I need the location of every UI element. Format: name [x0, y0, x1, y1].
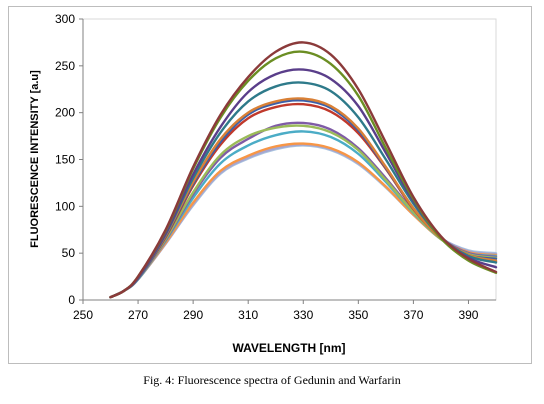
x-tick-label: 290 [183, 308, 203, 322]
series-line-1 [109, 41, 498, 299]
figure-caption: Fig. 4: Fluorescence spectra of Gedunin … [143, 373, 401, 387]
figure-frame: 0 50 100 150 200 250 300 250 270 290 310 330 350 370… [8, 6, 532, 364]
x-tick-label: 250 [73, 308, 93, 322]
x-axis-title: WAVELENGTH [nm] [232, 341, 345, 355]
x-tick-label: 330 [293, 308, 313, 322]
x-tick-label: 350 [348, 308, 368, 322]
fluorescence-chart: 0 50 100 150 200 250 300 250 270 290 310 330 350 370… [29, 12, 498, 355]
y-tick-label: 300 [55, 12, 75, 26]
x-tick-label: 370 [403, 308, 423, 322]
x-tick-label: 310 [238, 308, 258, 322]
x-tick-label: 390 [458, 308, 478, 322]
series-layer [109, 41, 498, 299]
y-tick-labels: 0 50 100 150 200 250 300 [55, 12, 83, 307]
x-tick-labels: 250 270 290 310 330 350 370 390 [73, 300, 479, 322]
y-axis-title: FLUORESCENCE INTENSITY [a.u] [29, 70, 41, 248]
y-tick-label: 50 [62, 246, 76, 260]
y-tick-label: 150 [55, 153, 75, 167]
y-tick-label: 0 [68, 293, 75, 307]
y-tick-label: 200 [55, 106, 75, 120]
x-tick-label: 270 [128, 308, 148, 322]
plot-area [82, 18, 497, 301]
y-tick-label: 250 [55, 59, 75, 73]
y-tick-label: 100 [55, 199, 75, 213]
